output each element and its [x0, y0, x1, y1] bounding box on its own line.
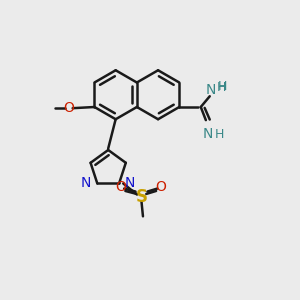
- Text: H: H: [218, 80, 227, 93]
- Text: O: O: [64, 101, 74, 116]
- Text: N: N: [125, 176, 135, 190]
- Text: O: O: [115, 180, 126, 194]
- Text: H: H: [217, 82, 226, 94]
- Text: N: N: [206, 83, 216, 97]
- Text: O: O: [155, 180, 166, 194]
- Text: S: S: [136, 188, 148, 206]
- Text: H: H: [215, 128, 224, 141]
- Text: N: N: [203, 127, 213, 141]
- Text: N: N: [81, 176, 91, 190]
